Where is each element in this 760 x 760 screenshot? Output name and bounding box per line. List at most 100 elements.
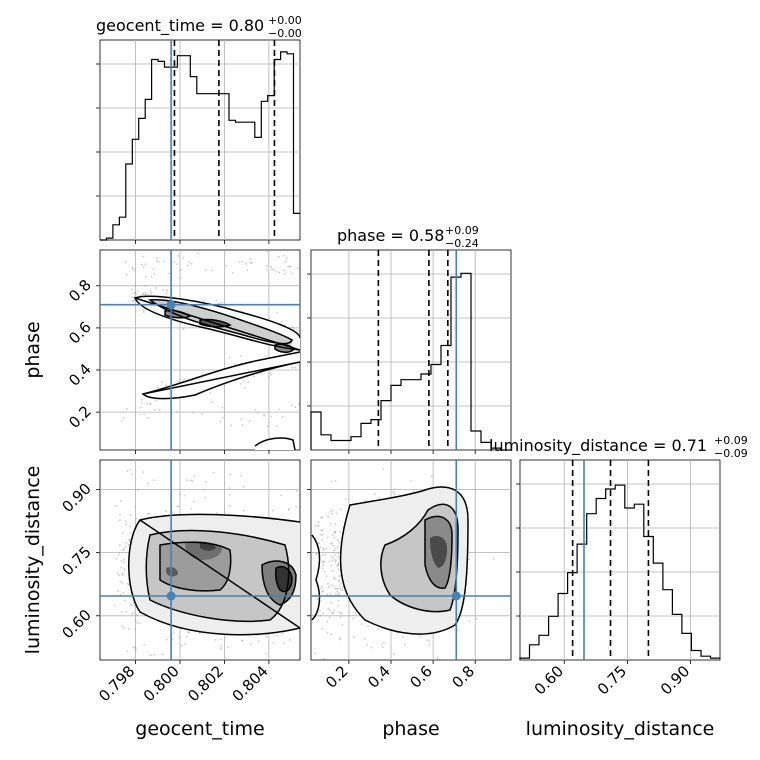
sample-dot [181,380,184,382]
sample-dot [165,638,168,641]
sample-dot [178,636,181,639]
sample-dot [322,612,324,615]
sample-dot [257,640,260,643]
sample-dot [328,452,330,454]
sample-dot [285,257,288,260]
sample-dot [320,600,323,602]
sample-dot [334,531,336,534]
sample-dot [232,272,234,274]
sample-dot [123,561,125,563]
sample-dot [341,589,344,592]
sample-dot [254,408,257,411]
sample-dot [382,646,384,648]
sample-dot [330,601,333,604]
svg-text:−0.09: −0.09 [714,447,748,460]
sample-dot [191,411,194,414]
sample-dot [337,611,340,613]
sample-dot [152,268,155,271]
sample-dot [329,510,332,513]
sample-dot [122,591,125,594]
sample-dot [158,409,161,411]
sample-dot [404,643,406,646]
sample-dot [345,498,347,501]
sample-dot [229,685,231,687]
sample-dot [428,643,430,646]
sample-dot [114,604,116,607]
sample-dot [241,639,244,642]
sample-dot [290,272,293,275]
sample-dot [265,635,268,638]
sample-dot [120,560,123,562]
sample-dot [248,420,251,423]
sample-dot [402,636,404,638]
sample-dot [126,408,128,410]
sample-dot [327,586,330,588]
sample-dot [187,631,190,634]
sample-dot [295,490,298,492]
sample-dot [418,635,421,638]
sample-dot [334,560,337,563]
sample-dot [229,473,231,476]
sample-dot [322,560,325,562]
sample-dot [412,490,415,492]
sample-dot [126,470,129,473]
sample-dot [145,275,147,278]
sample-dot [314,524,317,527]
sample-dot [220,301,223,304]
sample-dot [342,586,344,588]
sample-dot [297,267,299,270]
sample-dot [202,488,205,491]
sample-dot [354,612,357,614]
sample-dot [182,328,185,331]
sample-dot [291,367,294,369]
sample-dot [267,376,270,378]
sample-dot [201,373,204,376]
sample-dot [240,474,243,477]
sample-dot [128,539,131,542]
sample-dot [281,320,283,323]
sample-dot [289,265,291,268]
tick-label-x-geocent-time-2: 0.802 [184,662,227,705]
ylabel-phase: phase [22,321,44,378]
sample-dot [238,261,241,263]
sample-dot [337,556,340,558]
histogram-phase [310,272,511,451]
sample-dot [248,659,250,660]
sample-dot [319,546,322,549]
histogram-geocent-time [100,51,300,241]
sample-dot [130,473,133,476]
sample-dot [370,646,373,649]
sample-dot [329,593,332,596]
sample-dot [139,413,142,416]
sample-dot [193,475,196,478]
sample-dot [331,542,333,545]
sample-dot [265,269,268,271]
sample-dot [130,296,133,298]
sample-dot [331,509,334,512]
sample-dot [121,419,123,422]
panel-distance-hist [519,459,721,661]
tick-label-x-phase-1: 0.4 [364,662,394,692]
contours-10 [133,295,300,450]
sample-dot [314,652,316,655]
panel-phase-hist [310,249,512,451]
sample-dot [337,599,340,602]
sample-dot [295,505,298,508]
sample-dot [271,268,273,271]
sample-dot [400,670,402,672]
sample-dot [118,519,121,522]
sample-dot [127,627,130,630]
sample-dot [337,593,340,596]
sample-dot [340,583,342,585]
sample-dot [324,553,327,556]
sample-dot [136,290,139,292]
sample-dot [331,534,334,536]
sample-dot [468,558,471,561]
sample-dot [250,643,252,646]
sample-dot [157,386,160,389]
sample-dot [241,424,244,426]
sample-dot [117,590,120,592]
sample-dot [186,479,189,482]
svg-text:phase = 0.58: phase = 0.58 [337,226,444,245]
sample-dot [379,458,381,460]
